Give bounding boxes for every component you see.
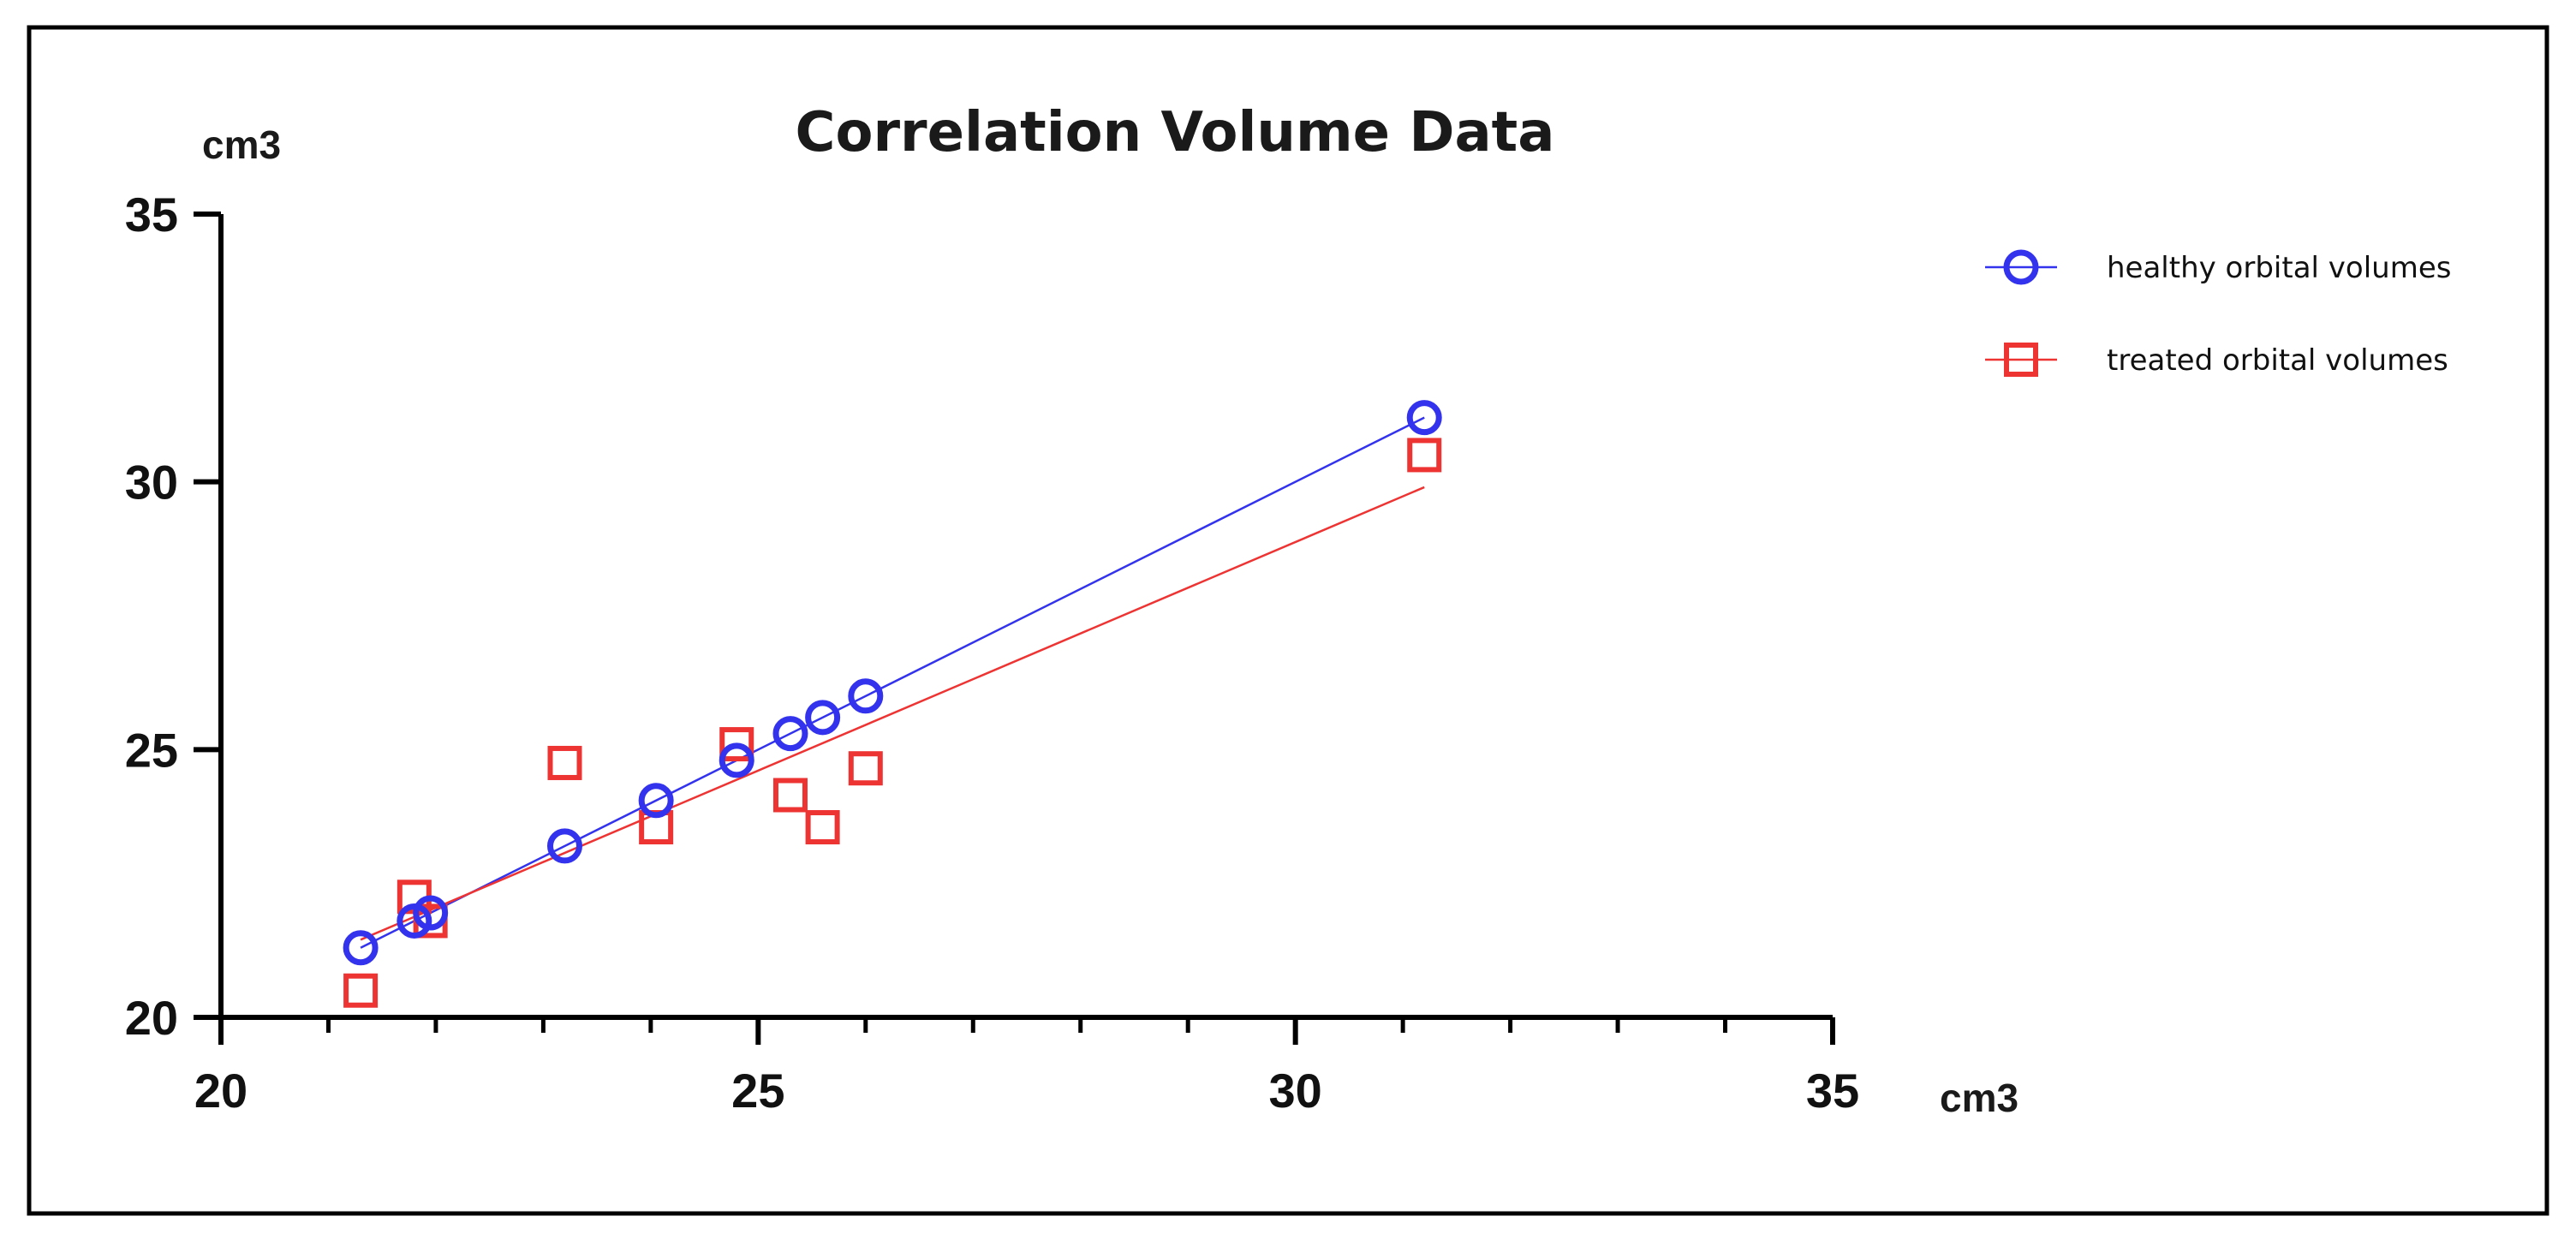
healthy-point [848, 678, 884, 714]
healthy-point [343, 930, 379, 966]
treated-point [719, 727, 754, 762]
healthy-point [638, 783, 674, 819]
data-points [343, 400, 1442, 1008]
y-tick-label: 25 [125, 723, 178, 777]
x-tick-label: 35 [1806, 1064, 1859, 1118]
legend-marker-1 [2004, 343, 2038, 377]
healthy-point [772, 716, 808, 752]
healthy-point [719, 742, 754, 778]
chart-title: Correlation Volume Data [796, 101, 1555, 164]
legend-marker-0 [2003, 249, 2039, 285]
x-axis-unit-label: cm3 [1940, 1076, 2018, 1120]
legend: healthy orbital volumes treated orbital v… [1985, 249, 2451, 378]
x-tick-label: 30 [1269, 1064, 1322, 1118]
treated-point [805, 810, 840, 845]
legend-label-0: healthy orbital volumes [2107, 251, 2451, 285]
y-tick-label: 20 [125, 991, 178, 1045]
y-tick-label: 35 [125, 188, 178, 241]
fit-line-series-0 [360, 416, 1425, 949]
treated-point [772, 778, 808, 813]
axes: 20 25 30 35 20 25 30 35 [125, 188, 1859, 1118]
x-tick-label: 25 [731, 1064, 784, 1118]
fit-line-series-1 [360, 486, 1425, 941]
treated-point [1407, 438, 1442, 473]
y-tick-label: 30 [125, 456, 178, 510]
treated-point [343, 973, 379, 1008]
healthy-point [546, 828, 582, 864]
legend-label-1: treated orbital volumes [2107, 343, 2448, 378]
treated-point [848, 751, 883, 786]
y-axis-unit-label: cm3 [202, 122, 281, 167]
healthy-point [413, 895, 449, 931]
healthy-point [805, 700, 841, 736]
fit-lines [360, 416, 1425, 949]
healthy-point [1406, 400, 1442, 436]
x-tick-label: 20 [194, 1064, 247, 1118]
treated-point [547, 745, 582, 780]
chart-frame [27, 25, 2549, 1216]
